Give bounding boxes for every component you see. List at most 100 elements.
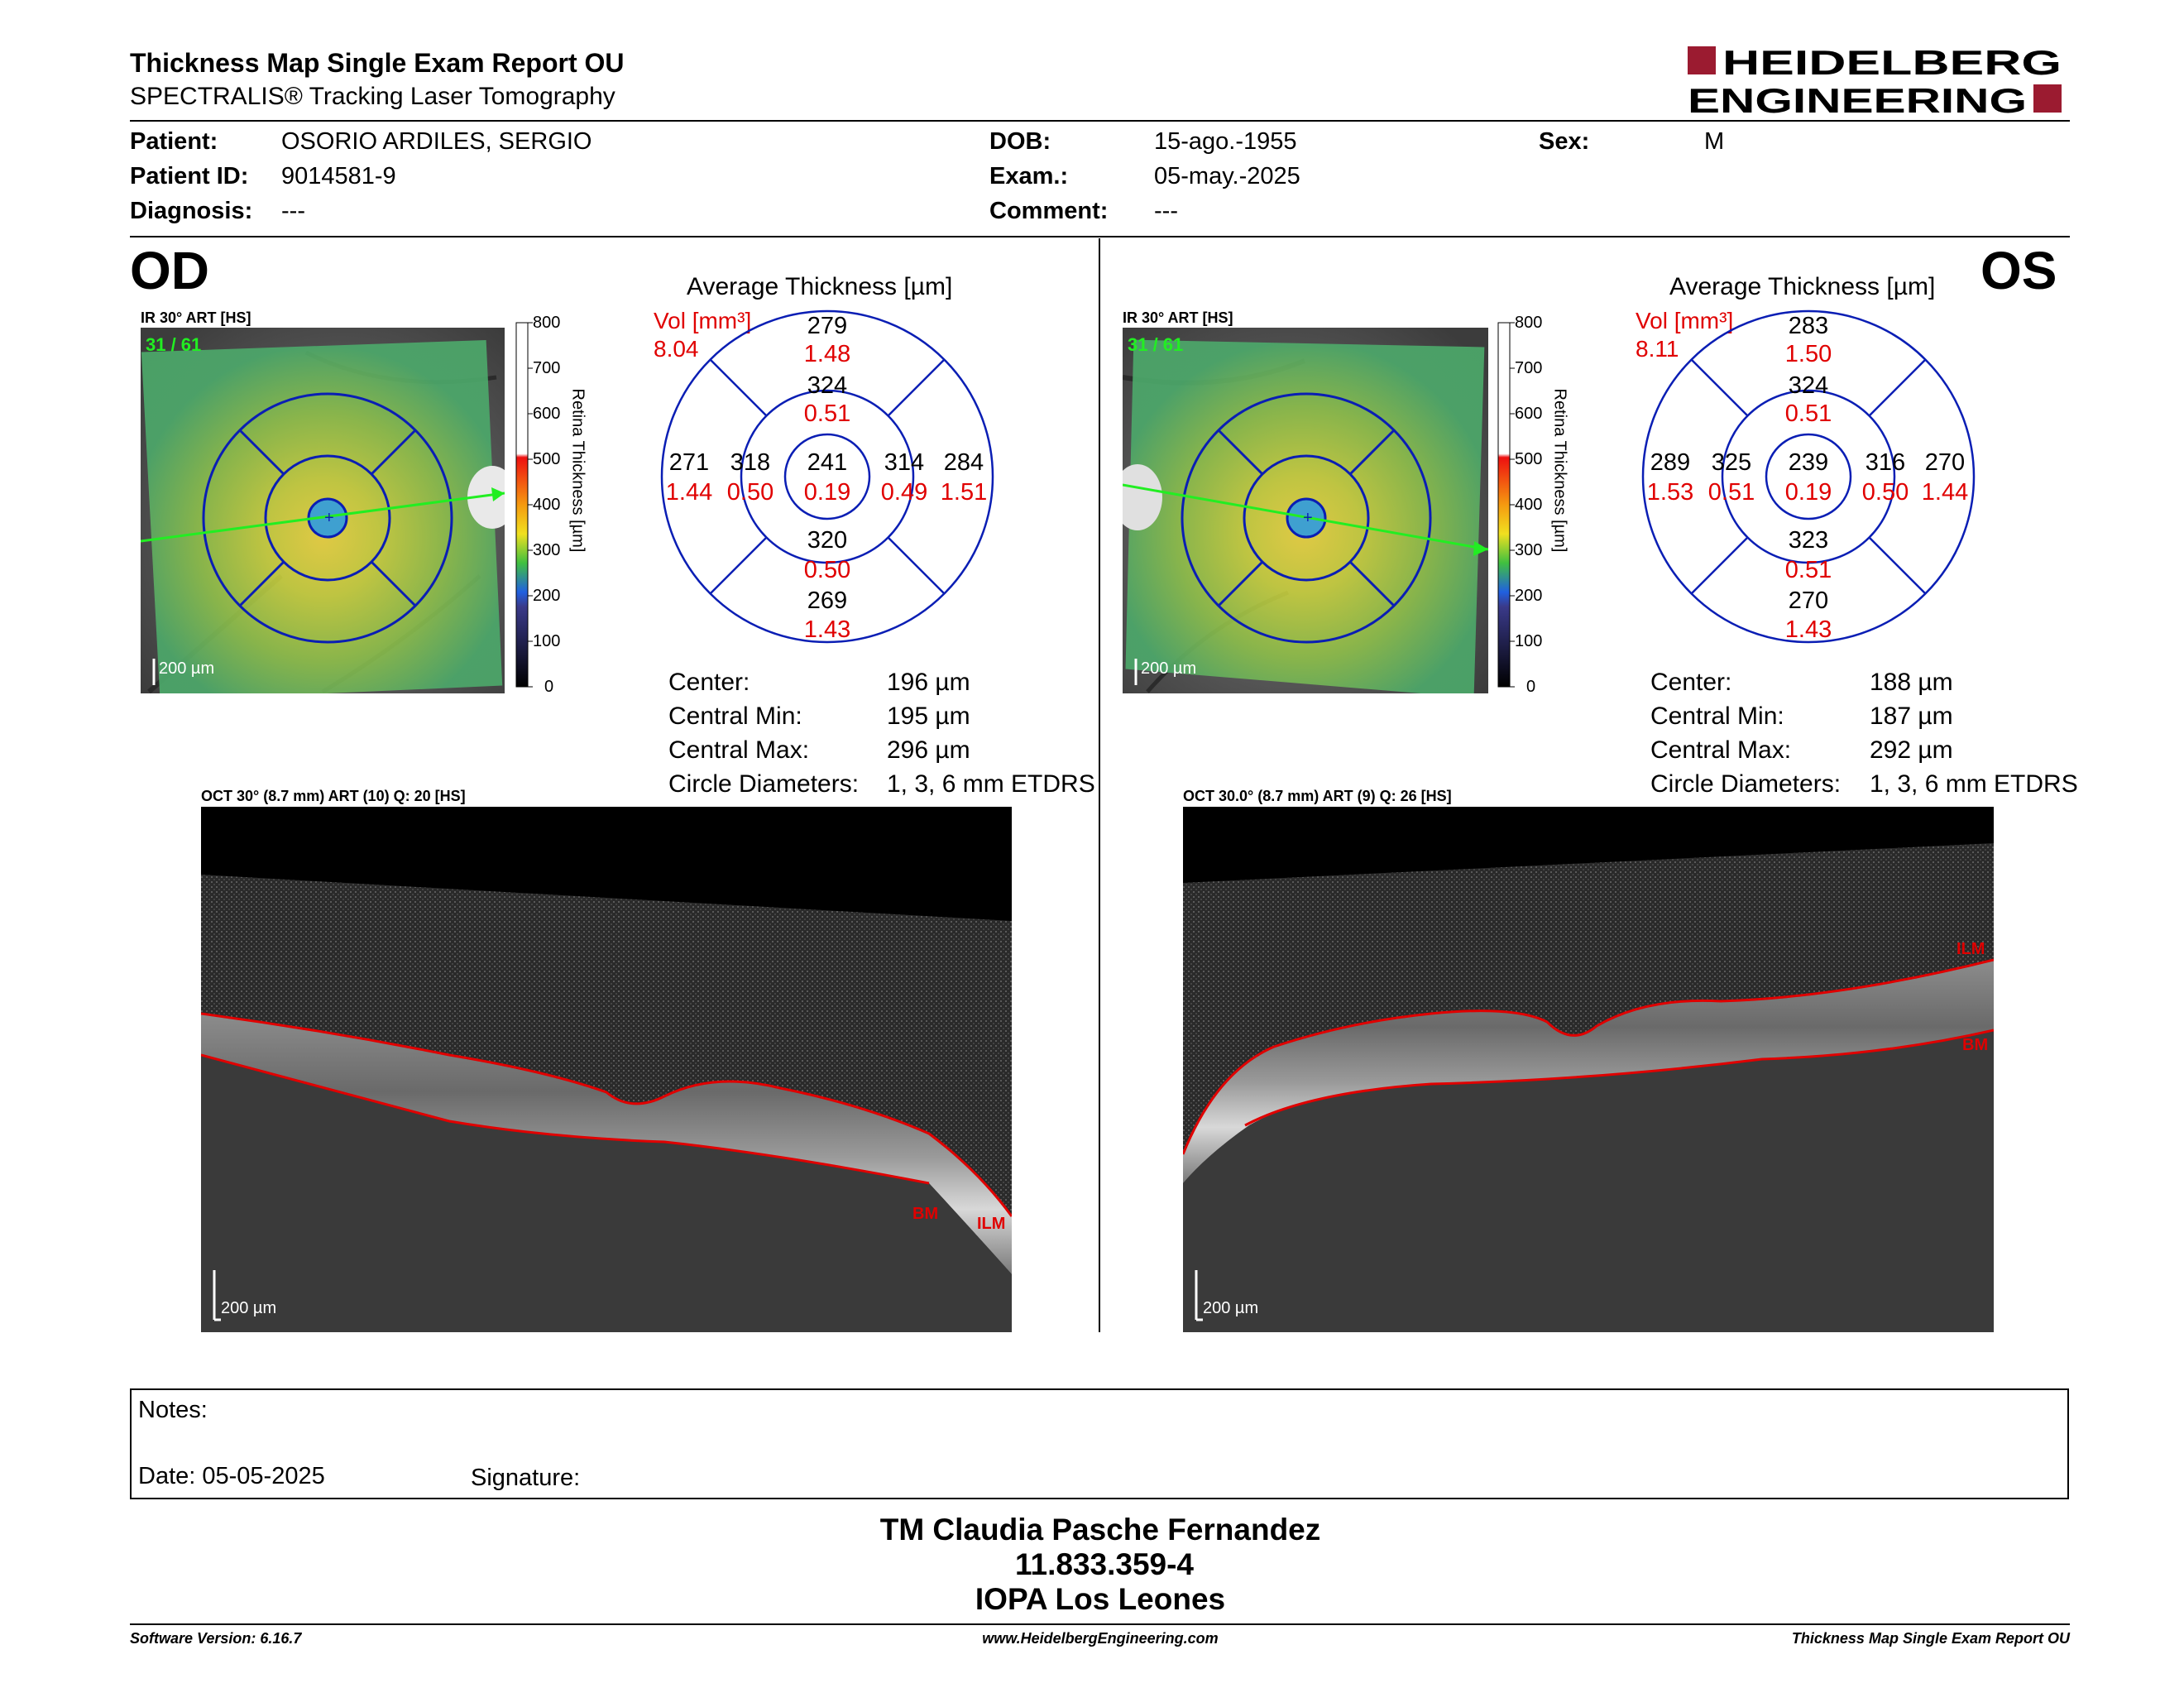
report-subtitle: SPECTRALIS® Tracking Laser Tomography xyxy=(130,83,615,110)
od-inner-sup-thickness: 324 xyxy=(807,372,848,399)
eye-divider xyxy=(1099,238,1100,1332)
os-cbar-400: 400 xyxy=(1515,496,1543,514)
os-etdrs-grid xyxy=(1640,308,1977,645)
od-outer-left-thickness: 271 xyxy=(668,449,710,476)
os-colorbar: 800 700 600 500 400 300 200 100 0 Retina… xyxy=(1492,314,1599,696)
os-cbar-600: 600 xyxy=(1515,405,1543,423)
os-ir-scale: 200 µm xyxy=(1141,659,1196,678)
od-outer-inf-thickness: 269 xyxy=(807,587,848,614)
os-center-volume: 0.19 xyxy=(1784,479,1832,506)
heidelberg-logo: HEIDELBERG ENGINEERING xyxy=(1688,43,2068,120)
od-cbar-300: 300 xyxy=(533,541,561,559)
dob-value: 15-ago.-1955 xyxy=(1154,128,1297,155)
os-outer-inf-thickness: 270 xyxy=(1788,587,1829,614)
od-avg-title: Average Thickness [µm] xyxy=(687,273,953,300)
sex-label: Sex: xyxy=(1539,128,1590,155)
os-cbar-700: 700 xyxy=(1515,359,1543,377)
os-inner-left-volume: 0.51 xyxy=(1707,479,1755,506)
od-center-thickness: 241 xyxy=(807,449,848,476)
logo-line2: ENGINEERING xyxy=(1688,81,2027,117)
os-oct-scale: 200 µm xyxy=(1203,1299,1258,1317)
os-ilm-label: ILM xyxy=(1956,940,1985,958)
od-colorbar: 800 700 600 500 400 300 200 100 0 Retina… xyxy=(510,314,617,696)
os-avg-title: Average Thickness [µm] xyxy=(1669,273,1936,300)
os-max-label: Central Max: xyxy=(1650,736,1792,764)
sex-value: M xyxy=(1704,128,1725,155)
logo-line1: HEIDELBERG xyxy=(1722,43,2062,82)
signature-label: Signature: xyxy=(471,1465,581,1491)
os-center-thickness: 239 xyxy=(1788,449,1829,476)
signer-org: IOPA Los Leones xyxy=(975,1582,1226,1616)
os-bm-label: BM xyxy=(1962,1036,1988,1054)
os-cbar-200: 200 xyxy=(1515,587,1543,605)
notes-label: Notes: xyxy=(138,1397,208,1423)
od-circle-value: 1, 3, 6 mm ETDRS xyxy=(887,770,1095,798)
os-frame-counter: 31 / 61 xyxy=(1128,334,1183,355)
svg-text:+: + xyxy=(324,509,334,527)
dob-label: DOB: xyxy=(989,128,1051,155)
od-oct-scan: BM ILM 200 µm xyxy=(200,807,1013,1332)
footer-report-name: Thickness Map Single Exam Report OU xyxy=(1791,1630,2070,1647)
od-cbar-800: 800 xyxy=(533,314,561,332)
os-oct-scan: ILM BM 200 µm xyxy=(1181,807,1995,1332)
comment-value: --- xyxy=(1154,198,1178,224)
os-inner-sup-volume: 0.51 xyxy=(1784,400,1832,427)
os-center-label: Center: xyxy=(1650,669,1732,696)
os-ir-label: IR 30° ART [HS] xyxy=(1123,309,1233,326)
od-thickness-map: + 31 / 61 200 µm xyxy=(140,328,517,701)
od-cbar-500: 500 xyxy=(533,450,561,468)
os-max-value: 292 µm xyxy=(1870,736,1953,764)
os-circle-value: 1, 3, 6 mm ETDRS xyxy=(1870,770,2078,798)
os-outer-sup-volume: 1.50 xyxy=(1784,341,1832,367)
notes-box: Notes: Date: 05-05-2025 Signature: xyxy=(130,1388,2069,1499)
date-label: Date: 05-05-2025 xyxy=(138,1463,325,1489)
od-oct-label: OCT 30° (8.7 mm) ART (10) Q: 20 [HS] xyxy=(201,788,466,804)
od-vol-value: 8.04 xyxy=(654,336,699,362)
patient-label: Patient: xyxy=(130,128,218,155)
report-title: Thickness Map Single Exam Report OU xyxy=(130,48,625,78)
od-inner-sup-volume: 0.51 xyxy=(803,400,851,427)
os-outer-left-thickness: 289 xyxy=(1650,449,1691,476)
od-etdrs-grid xyxy=(659,308,996,645)
od-cbar-label: Retina Thickness [µm] xyxy=(568,388,587,553)
os-eye-label: OS xyxy=(1980,241,2057,300)
od-min-label: Central Min: xyxy=(668,703,802,730)
od-max-label: Central Max: xyxy=(668,736,810,764)
od-cbar-400: 400 xyxy=(533,496,561,514)
os-outer-inf-volume: 1.43 xyxy=(1784,616,1832,643)
diagnosis-label: Diagnosis: xyxy=(130,198,253,224)
od-outer-right-thickness: 284 xyxy=(943,449,984,476)
od-inner-right-thickness: 314 xyxy=(884,449,925,476)
od-ir-label: IR 30° ART [HS] xyxy=(141,309,251,326)
os-cbar-0: 0 xyxy=(1526,678,1536,696)
os-outer-right-volume: 1.44 xyxy=(1921,479,1969,506)
od-inner-inf-volume: 0.50 xyxy=(803,557,851,583)
os-vol-value: 8.11 xyxy=(1636,336,1679,362)
od-eye-label: OD xyxy=(130,241,209,300)
os-inner-sup-thickness: 324 xyxy=(1788,372,1829,399)
exam-label: Exam.: xyxy=(989,163,1069,189)
od-inner-left-volume: 0.50 xyxy=(726,479,774,506)
os-outer-left-volume: 1.53 xyxy=(1646,479,1694,506)
od-circle-label: Circle Diameters: xyxy=(668,770,860,798)
patient-id-label: Patient ID: xyxy=(130,163,249,189)
od-frame-counter: 31 / 61 xyxy=(146,334,201,355)
od-outer-inf-volume: 1.43 xyxy=(803,616,851,643)
os-cbar-100: 100 xyxy=(1515,632,1543,650)
os-inner-inf-volume: 0.51 xyxy=(1784,557,1832,583)
os-cbar-500: 500 xyxy=(1515,450,1543,468)
os-vol-label: Vol [mm³] xyxy=(1636,308,1734,333)
os-cbar-800: 800 xyxy=(1515,314,1543,332)
os-min-value: 187 µm xyxy=(1870,703,1953,730)
software-version: Software Version: 6.16.7 xyxy=(130,1630,302,1647)
exam-value: 05-may.-2025 xyxy=(1154,163,1300,189)
os-outer-sup-thickness: 283 xyxy=(1788,313,1829,339)
os-inner-inf-thickness: 323 xyxy=(1788,527,1829,554)
website-link[interactable]: www.HeidelbergEngineering.com xyxy=(982,1630,1219,1647)
od-vol-label: Vol [mm³] xyxy=(654,308,752,333)
os-inner-left-thickness: 325 xyxy=(1711,449,1752,476)
od-inner-left-thickness: 318 xyxy=(730,449,771,476)
os-inner-right-volume: 0.50 xyxy=(1861,479,1909,506)
os-outer-right-thickness: 270 xyxy=(1924,449,1966,476)
od-center-value: 196 µm xyxy=(887,669,970,696)
